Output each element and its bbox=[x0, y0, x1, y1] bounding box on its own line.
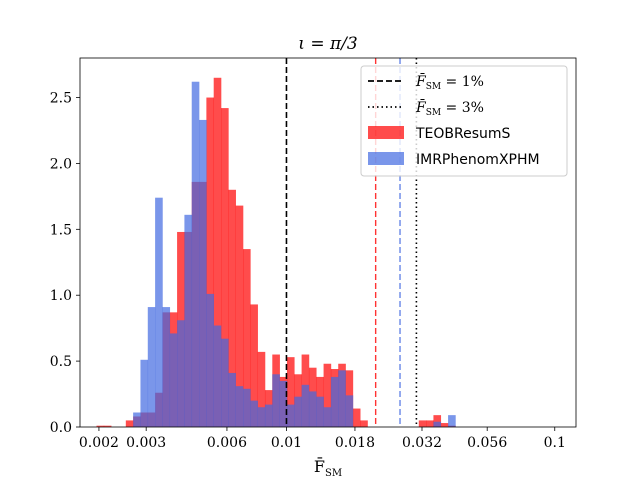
bar-imrphenomxphm bbox=[257, 407, 266, 427]
legend-label-1pct: F̄SM = 1% bbox=[415, 72, 484, 92]
bar-teobresums bbox=[213, 77, 222, 428]
x-tick-label: 0.01 bbox=[271, 435, 302, 451]
bar-teobresums bbox=[243, 249, 251, 427]
legend: F̄SM = 1% F̄SM = 3% TEOBResumS IMRPhenom… bbox=[360, 65, 568, 177]
x-tick-label: 0.002 bbox=[79, 435, 119, 451]
bar-imrphenomxphm bbox=[294, 396, 302, 427]
legend-1pct-rest: = 1% bbox=[441, 74, 484, 90]
x-tick-label: 0.1 bbox=[544, 435, 566, 451]
bar-teobresums bbox=[323, 363, 332, 427]
legend-3pct-rest: = 3% bbox=[441, 100, 484, 116]
bar-teobresums bbox=[433, 415, 442, 427]
bar-teobresums bbox=[250, 304, 258, 427]
bar-teobresums bbox=[257, 351, 266, 427]
series-imrphenomxphm bbox=[133, 81, 456, 428]
bar-teobresums bbox=[206, 97, 214, 427]
y-tick-label: 2.5 bbox=[50, 91, 72, 107]
bar-teobresums bbox=[418, 420, 427, 427]
legend-label-3pct: F̄SM = 3% bbox=[415, 98, 484, 118]
bar-imrphenomxphm bbox=[221, 338, 229, 427]
bar-imrphenomxphm bbox=[169, 333, 178, 427]
bar-imrphenomxphm bbox=[199, 119, 207, 427]
bar-teobresums bbox=[96, 425, 105, 427]
bar-teobresums bbox=[235, 205, 244, 427]
bar-imrphenomxphm bbox=[301, 384, 310, 427]
x-axis-label-sub: SM bbox=[325, 468, 342, 479]
legend-3pct-main: F̄ bbox=[415, 98, 427, 116]
histogram-bars bbox=[96, 77, 456, 428]
bar-teobresums bbox=[103, 425, 112, 427]
legend-label-imrphenomxphm: IMRPhenomXPHM bbox=[416, 152, 540, 168]
x-axis-label-main: F̄ bbox=[314, 455, 325, 476]
vertical-lines bbox=[285, 58, 418, 427]
legend-box bbox=[360, 65, 568, 177]
bar-teobresums bbox=[228, 189, 236, 427]
bar-imrphenomxphm bbox=[264, 404, 273, 427]
bar-imrphenomxphm bbox=[162, 307, 171, 427]
bar-imrphenomxphm bbox=[345, 395, 354, 427]
bar-imrphenomxphm bbox=[228, 372, 236, 427]
x-tick-label: 0.006 bbox=[207, 435, 247, 451]
y-tick-label: 0.0 bbox=[50, 420, 72, 436]
bar-teobresums bbox=[352, 408, 361, 427]
y-tick-label: 1.5 bbox=[50, 222, 72, 238]
bar-imrphenomxphm bbox=[147, 307, 156, 427]
bar-imrphenomxphm bbox=[433, 421, 442, 427]
bar-teobresums bbox=[426, 420, 434, 427]
bar-imrphenomxphm bbox=[155, 197, 163, 427]
bar-teobresums bbox=[125, 420, 134, 427]
bar-imrphenomxphm bbox=[323, 407, 332, 427]
bar-imrphenomxphm bbox=[243, 388, 251, 427]
x-tick-label: 0.003 bbox=[126, 435, 166, 451]
bar-imrphenomxphm bbox=[308, 391, 317, 427]
bar-imrphenomxphm bbox=[330, 376, 339, 427]
bar-imrphenomxphm bbox=[140, 359, 149, 427]
x-tick-label: 0.032 bbox=[402, 435, 442, 451]
bar-imrphenomxphm bbox=[316, 396, 324, 427]
bar-imrphenomxphm bbox=[133, 412, 141, 427]
x-axis-label: F̄SM bbox=[314, 455, 342, 479]
bar-imrphenomxphm bbox=[338, 370, 346, 427]
bar-imrphenomxphm bbox=[250, 400, 258, 427]
bar-imrphenomxphm bbox=[235, 386, 244, 427]
x-tick-label: 0.056 bbox=[467, 435, 507, 451]
legend-1pct-sub: SM bbox=[426, 82, 441, 92]
bar-imrphenomxphm bbox=[279, 380, 288, 428]
x-tick-label: 0.018 bbox=[335, 435, 375, 451]
bar-imrphenomxphm bbox=[177, 320, 185, 427]
legend-patch-imrphenomxphm bbox=[368, 152, 404, 165]
bar-imrphenomxphm bbox=[184, 214, 193, 427]
bar-imrphenomxphm bbox=[213, 325, 222, 427]
axes-frame bbox=[79, 57, 577, 428]
bar-imrphenomxphm bbox=[272, 374, 280, 427]
legend-label-teobresums: TEOBResumS bbox=[415, 126, 511, 142]
bar-imrphenomxphm bbox=[448, 415, 456, 427]
y-tick-label: 2.0 bbox=[50, 156, 72, 172]
axis-ticks: 0.002 0.003 0.006 0.01 0.018 0.032 0.056 0.1 0.0… bbox=[50, 91, 566, 451]
bar-teobresums bbox=[221, 108, 229, 427]
legend-3pct-sub: SM bbox=[426, 108, 441, 118]
bar-imrphenomxphm bbox=[206, 293, 214, 427]
bar-teobresums bbox=[360, 420, 368, 427]
legend-1pct-main: F̄ bbox=[415, 72, 427, 90]
bar-teobresums bbox=[440, 423, 449, 427]
bar-imrphenomxphm bbox=[286, 404, 295, 427]
y-tick-label: 1.0 bbox=[50, 288, 72, 304]
chart-title: ι = π/3 bbox=[298, 34, 357, 54]
bar-teobresums bbox=[286, 357, 295, 427]
bar-imrphenomxphm bbox=[191, 81, 200, 427]
y-tick-label: 0.5 bbox=[50, 354, 72, 370]
legend-patch-teobresums bbox=[368, 126, 404, 139]
